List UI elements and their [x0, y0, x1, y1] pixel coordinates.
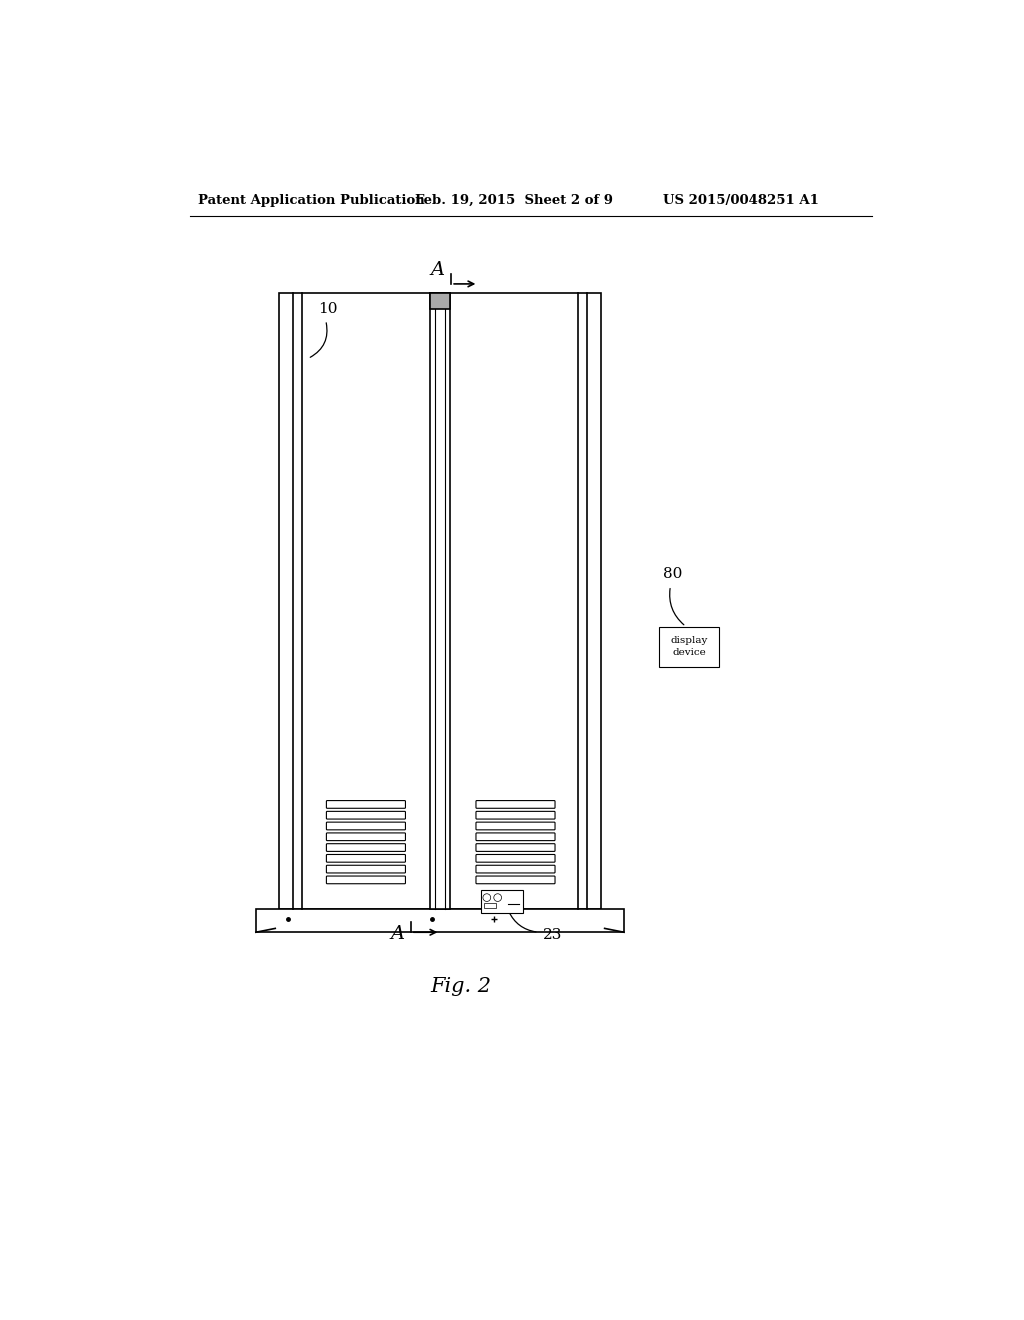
Text: 80: 80	[663, 568, 682, 581]
FancyBboxPatch shape	[327, 876, 406, 884]
Bar	[280, 293, 601, 909]
FancyBboxPatch shape	[327, 843, 406, 851]
FancyBboxPatch shape	[327, 854, 406, 862]
Text: Fig. 2: Fig. 2	[431, 977, 492, 995]
FancyBboxPatch shape	[476, 866, 555, 873]
FancyBboxPatch shape	[476, 876, 555, 884]
Text: display
device: display device	[671, 636, 708, 657]
FancyBboxPatch shape	[327, 800, 406, 808]
Text: A: A	[390, 925, 404, 942]
Text: 23: 23	[543, 928, 562, 941]
FancyBboxPatch shape	[327, 833, 406, 841]
Text: 10: 10	[318, 301, 338, 315]
Bar	[430, 293, 450, 309]
Bar	[430, 293, 450, 909]
FancyBboxPatch shape	[476, 854, 555, 862]
Text: A: A	[431, 261, 445, 279]
Bar	[658, 627, 719, 667]
FancyBboxPatch shape	[327, 822, 406, 830]
Text: Patent Application Publication: Patent Application Publication	[198, 194, 425, 207]
FancyBboxPatch shape	[476, 800, 555, 808]
Text: Feb. 19, 2015  Sheet 2 of 9: Feb. 19, 2015 Sheet 2 of 9	[415, 194, 612, 207]
FancyBboxPatch shape	[476, 822, 555, 830]
FancyBboxPatch shape	[327, 866, 406, 873]
FancyBboxPatch shape	[476, 843, 555, 851]
Bar	[483, 903, 496, 908]
Bar	[480, 890, 523, 913]
FancyBboxPatch shape	[327, 812, 406, 818]
Bar	[256, 909, 624, 932]
FancyBboxPatch shape	[476, 812, 555, 818]
Text: US 2015/0048251 A1: US 2015/0048251 A1	[663, 194, 818, 207]
FancyBboxPatch shape	[476, 833, 555, 841]
